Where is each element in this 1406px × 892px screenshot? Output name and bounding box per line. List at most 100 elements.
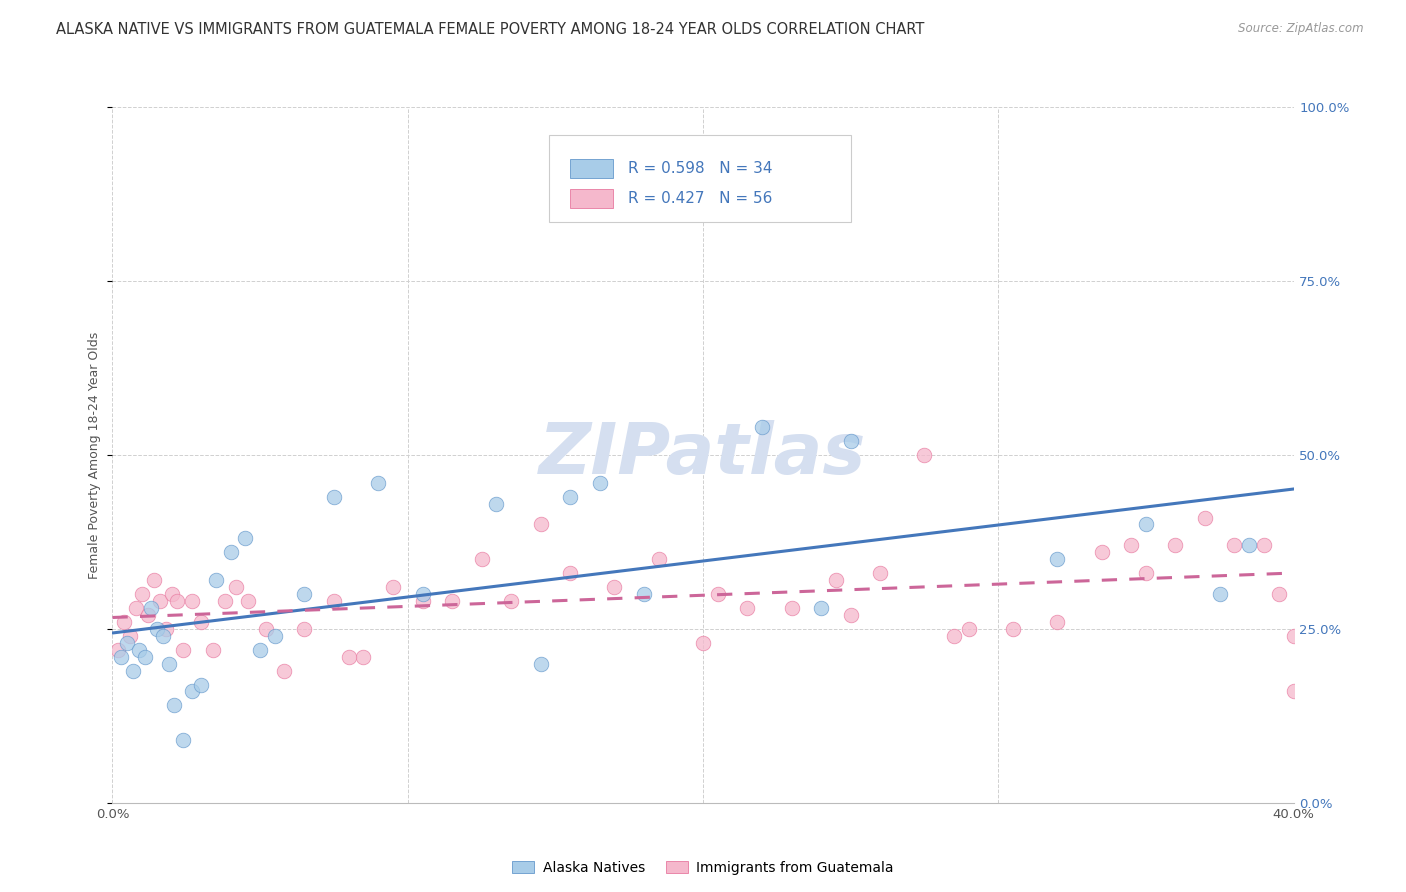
FancyBboxPatch shape — [569, 159, 613, 178]
Point — [529, 517, 551, 532]
Y-axis label: Female Poverty Among 18-24 Year Olds: Female Poverty Among 18-24 Year Olds — [87, 331, 101, 579]
Point — [163, 698, 186, 713]
Point — [1253, 538, 1275, 552]
Point — [136, 607, 159, 622]
Text: R = 0.427   N = 56: R = 0.427 N = 56 — [628, 191, 772, 206]
Point — [1046, 552, 1069, 566]
Point — [1164, 538, 1187, 552]
Point — [238, 594, 260, 608]
FancyBboxPatch shape — [550, 135, 851, 222]
Point — [249, 642, 271, 657]
Point — [839, 607, 862, 622]
Point — [441, 594, 464, 608]
Point — [107, 642, 129, 657]
Point — [1001, 622, 1024, 636]
Point — [323, 594, 346, 608]
Point — [146, 622, 169, 636]
Point — [155, 622, 177, 636]
Text: ALASKA NATIVE VS IMMIGRANTS FROM GUATEMALA FEMALE POVERTY AMONG 18-24 YEAR OLDS : ALASKA NATIVE VS IMMIGRANTS FROM GUATEMA… — [56, 22, 925, 37]
Text: Source: ZipAtlas.com: Source: ZipAtlas.com — [1239, 22, 1364, 36]
Point — [172, 733, 194, 747]
Point — [914, 448, 936, 462]
Point — [254, 622, 277, 636]
Point — [190, 677, 212, 691]
Point — [588, 475, 610, 490]
Point — [1046, 615, 1069, 629]
Point — [692, 636, 714, 650]
Point — [1282, 629, 1305, 643]
Point — [367, 475, 389, 490]
Point — [501, 594, 523, 608]
Point — [1282, 684, 1305, 698]
Point — [470, 552, 494, 566]
Point — [751, 420, 773, 434]
Point — [122, 664, 145, 678]
Point — [142, 573, 165, 587]
Point — [160, 587, 183, 601]
Point — [1119, 538, 1142, 552]
Point — [225, 580, 247, 594]
Text: R = 0.598   N = 34: R = 0.598 N = 34 — [628, 161, 772, 177]
Point — [110, 649, 132, 664]
Point — [273, 664, 295, 678]
Point — [292, 622, 315, 636]
Point — [485, 497, 508, 511]
Point — [117, 636, 138, 650]
Point — [190, 615, 212, 629]
Point — [205, 573, 228, 587]
Point — [172, 642, 194, 657]
FancyBboxPatch shape — [569, 188, 613, 208]
Text: ZIPatlas: ZIPatlas — [540, 420, 866, 490]
Point — [233, 532, 256, 546]
Point — [780, 601, 803, 615]
Point — [120, 629, 142, 643]
Point — [529, 657, 551, 671]
Point — [214, 594, 236, 608]
Point — [737, 601, 759, 615]
Point — [337, 649, 360, 664]
Point — [323, 490, 346, 504]
Point — [112, 615, 135, 629]
Point — [166, 594, 188, 608]
Point — [1239, 538, 1261, 552]
Point — [382, 580, 405, 594]
Point — [149, 594, 172, 608]
Point — [139, 601, 162, 615]
Point — [128, 642, 150, 657]
Point — [201, 642, 224, 657]
Point — [412, 587, 434, 601]
Point — [633, 587, 655, 601]
Point — [181, 684, 204, 698]
Point — [134, 649, 156, 664]
Point — [181, 594, 204, 608]
Point — [869, 566, 891, 581]
Point — [560, 566, 582, 581]
Point — [292, 587, 315, 601]
Point — [1135, 517, 1157, 532]
Point — [707, 587, 730, 601]
Point — [1268, 587, 1291, 601]
Point — [957, 622, 980, 636]
Point — [1194, 510, 1216, 524]
Point — [264, 629, 287, 643]
Point — [810, 601, 832, 615]
Point — [1223, 538, 1246, 552]
Point — [352, 649, 374, 664]
Point — [131, 587, 153, 601]
Point — [560, 490, 582, 504]
Legend: Alaska Natives, Immigrants from Guatemala: Alaska Natives, Immigrants from Guatemal… — [506, 855, 900, 880]
Point — [647, 552, 671, 566]
Point — [1208, 587, 1232, 601]
Point — [125, 601, 148, 615]
Point — [1091, 545, 1114, 559]
Point — [603, 580, 626, 594]
Point — [1296, 532, 1319, 546]
Point — [412, 594, 434, 608]
Point — [839, 434, 862, 448]
Point — [942, 629, 965, 643]
Point — [152, 629, 174, 643]
Point — [1135, 566, 1157, 581]
Point — [219, 545, 242, 559]
Point — [824, 573, 846, 587]
Point — [157, 657, 180, 671]
